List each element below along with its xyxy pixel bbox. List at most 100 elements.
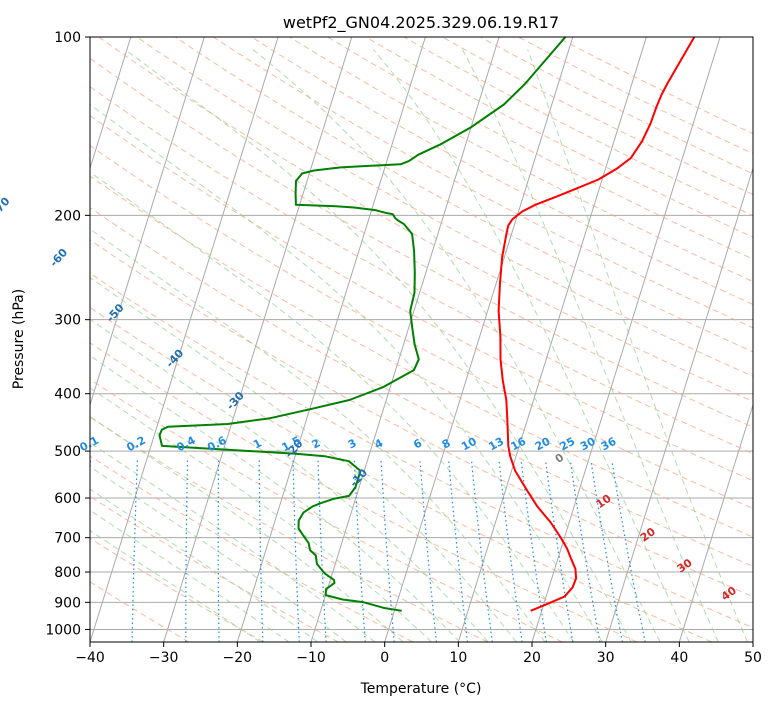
dry-adiabat [90,239,753,598]
dry-adiabat [327,37,753,260]
mixing-ratio-label: 3 [346,436,359,451]
x-tick-label: 0 [380,650,389,666]
dry-adiabat [90,57,753,428]
mixing-ratio-line [470,460,493,642]
dry-adiabat [289,37,753,283]
moist-adiabat [90,509,290,642]
data-layer [158,37,696,612]
y-tick-label: 100 [54,30,81,46]
x-tick-label: −40 [75,650,105,666]
dry-adiabat-label: -30 [224,389,247,413]
plot-frame [89,36,754,643]
mixing-ratio-line [258,460,264,642]
moist-adiabat [90,466,347,642]
dry-adiabat [90,342,638,642]
isotherm [0,37,57,642]
x-axis-label: Temperature (°C) [360,681,482,697]
temperature-profile [497,37,696,612]
dry-adiabat-label: -60 [47,246,70,270]
moist-adiabat-label: 30 [675,556,695,576]
mixing-ratio-line [611,460,646,642]
mixing-ratio-line [90,460,91,479]
dry-adiabat [90,175,753,538]
isotherm [531,37,721,642]
moist-adiabat [90,103,603,642]
x-tick-label: −30 [149,650,179,666]
dry-adiabat-label: -40 [163,346,186,370]
mixing-ratio-line [419,460,437,642]
isotherm [605,166,753,642]
dry-adiabat [90,537,264,642]
grid-layer [0,37,753,642]
x-tick-label: −20 [223,650,253,666]
x-tick-label: 40 [670,650,688,666]
moist-adiabat [373,49,690,642]
mixing-ratio-line [498,460,523,642]
moist-adiabat [90,318,489,642]
mixing-ratio-line [185,460,189,642]
moist-adiabat [90,228,546,642]
mixing-ratio-line [590,460,623,642]
isotherm [752,640,753,642]
mixing-ratio-label: 25 [558,435,578,454]
y-tick-label: 1000 [45,622,81,638]
isotherm [90,37,132,170]
mixing-ratio-label: 4 [372,436,385,451]
dry-adiabat-label: -70 [0,194,13,218]
mixing-ratio-label: 6 [411,436,424,451]
dry-adiabat [90,207,753,567]
dry-adiabat [174,37,753,353]
dry-adiabat [90,378,563,642]
dry-adiabat [90,581,190,642]
dry-adiabat [98,37,753,403]
dry-adiabat [442,37,753,196]
mixing-ratio-label: 16 [509,435,529,454]
dry-adiabat [518,37,753,155]
isotherm [90,37,205,407]
dry-adiabat [136,37,753,377]
dry-adiabat [480,37,753,175]
mixing-ratio-line [317,460,327,642]
x-tick-label: −10 [296,650,326,666]
isotherm [457,37,647,642]
moist-adiabat [124,49,632,642]
moist-adiabat [90,355,461,642]
mixing-ratio-label: 10 [459,435,479,454]
dewpoint-profile [158,37,567,612]
moist-adiabat [90,488,319,642]
dry-adiabat [556,37,753,135]
mixing-ratio-label: 30 [578,435,598,454]
chart-title: wetPf2_GN04.2025.329.06.19.R17 [283,13,559,33]
dry-adiabat [251,37,753,305]
moist-adiabat [90,277,517,642]
dry-adiabat [90,144,753,510]
mixing-ratio-line [353,460,366,642]
y-tick-label: 600 [54,491,81,507]
moist-adiabat [527,49,748,642]
dry-adiabat [213,37,753,329]
dry-adiabat [90,115,753,482]
y-tick-label: 200 [54,208,81,224]
mixing-ratio-line [448,460,469,642]
mixing-ratio-line [217,460,220,642]
isotherm [90,37,279,642]
dry-adiabat [90,272,753,629]
mixing-ratio-line [380,460,395,642]
mixing-ratio-line [569,460,601,642]
dry-adiabat [90,86,753,455]
moist-adiabat [90,415,404,642]
dry-adiabat [90,495,339,642]
x-tick-label: 30 [597,650,615,666]
mixing-ratio-label: 36 [599,435,619,454]
tick-layer: −40 −30 −20 −10 0 10 20 30 40 50 1000 900 800 700 600 5… [45,30,762,666]
moist-adiabat [462,49,719,642]
y-tick-label: 800 [54,565,81,581]
y-tick-label: 900 [54,595,81,611]
dry-adiabat [403,37,753,217]
y-tick-label: 400 [54,387,81,403]
dry-adiabat [90,455,414,642]
mixing-ratio-line [131,460,138,642]
mixing-ratio-label: 2 [310,436,323,451]
isotherm [236,37,426,642]
moist-adiabat-label: 40 [719,584,739,604]
